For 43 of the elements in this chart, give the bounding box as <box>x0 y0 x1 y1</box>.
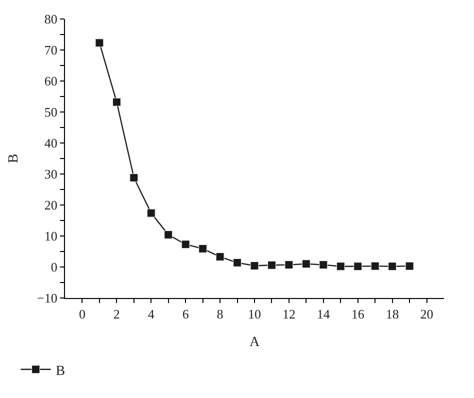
x-tick-label: 0 <box>78 306 86 322</box>
y-tick-label: 20 <box>44 198 58 213</box>
point <box>198 244 208 253</box>
x-tick-label: 6 <box>182 306 190 322</box>
x-axis-title: A <box>249 334 260 350</box>
y-tick-label: −10 <box>37 290 58 306</box>
point <box>181 240 190 249</box>
y-tick-label: 30 <box>44 166 58 182</box>
point <box>216 252 224 262</box>
point <box>95 38 104 48</box>
point <box>112 98 121 106</box>
point <box>250 262 259 270</box>
y-axis-title: B <box>6 154 22 164</box>
point <box>405 262 414 270</box>
x-tick-label: 2 <box>113 306 120 322</box>
y-tick-label: 60 <box>44 74 58 89</box>
y-tick-label: 80 <box>44 12 58 27</box>
point <box>319 260 328 270</box>
point <box>388 262 397 271</box>
legend-label: B <box>56 364 66 379</box>
y-tick-label: 70 <box>44 42 58 58</box>
x-tick-label: 20 <box>420 306 434 322</box>
point <box>370 262 380 270</box>
x-tick-label: 18 <box>386 306 399 322</box>
point <box>130 173 138 182</box>
point <box>284 260 294 270</box>
point <box>302 260 310 268</box>
y-tick-label: 10 <box>44 228 58 244</box>
point <box>146 208 156 218</box>
y-tick-label: 40 <box>44 136 58 151</box>
x-tick-label: 10 <box>248 306 261 322</box>
point <box>336 262 345 271</box>
point <box>354 262 362 271</box>
x-tick-label: 14 <box>316 306 330 322</box>
point <box>267 260 276 270</box>
x-tick-label: 4 <box>148 306 155 322</box>
y-tick-label: 50 <box>44 104 58 120</box>
x-tick-label: 8 <box>216 306 224 322</box>
point <box>233 258 242 267</box>
x-tick-label: 16 <box>351 306 365 322</box>
x-tick-label: 12 <box>282 306 296 322</box>
y-tick-label: 0 <box>50 260 58 275</box>
point <box>164 230 173 240</box>
